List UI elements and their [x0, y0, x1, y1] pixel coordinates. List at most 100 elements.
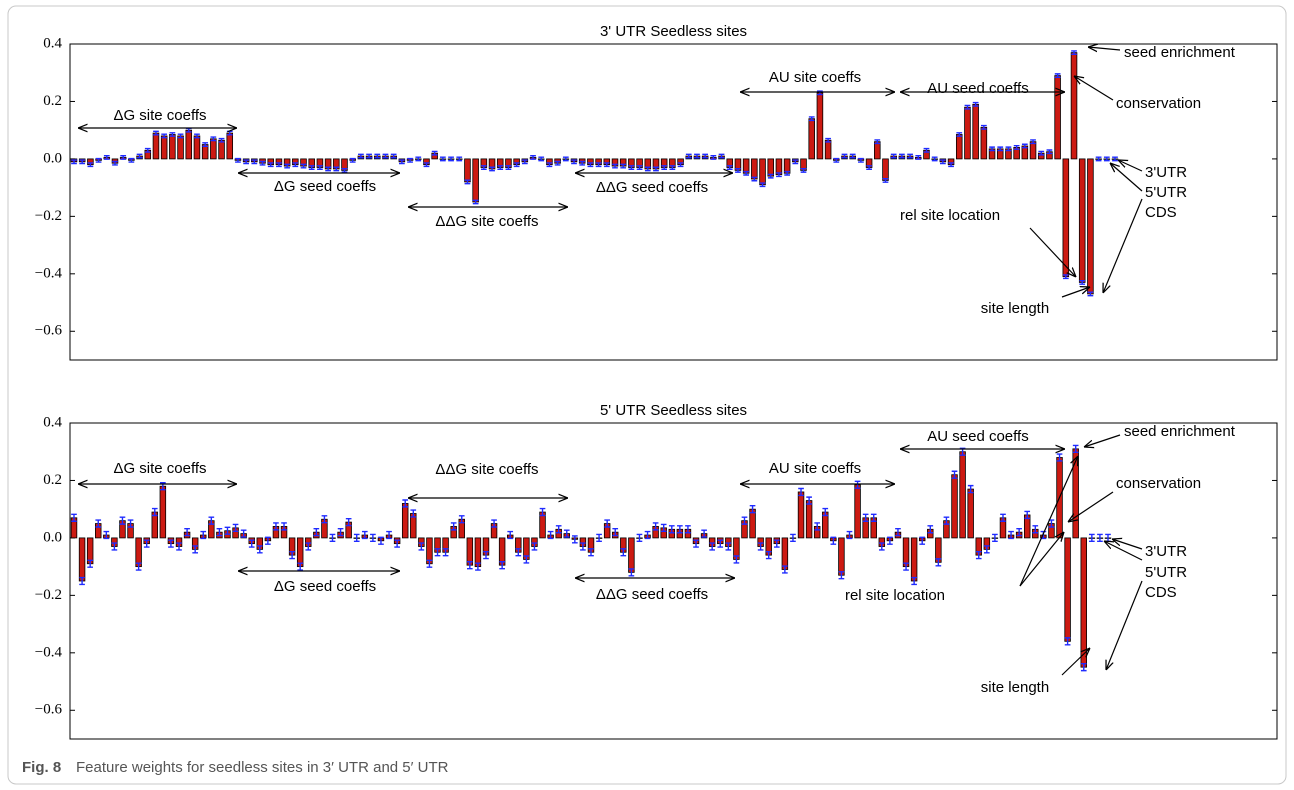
- bar: [951, 474, 958, 539]
- error-bar: [434, 548, 441, 557]
- error-bar: [1024, 510, 1031, 520]
- error-bar: [345, 517, 352, 527]
- error-bar: [251, 159, 258, 165]
- error-bar: [1071, 50, 1077, 56]
- error-bar: [841, 153, 848, 159]
- error-bar: [128, 157, 135, 163]
- error-bar: [980, 124, 987, 130]
- y-tick-label: 0.4: [43, 35, 62, 51]
- error-bar: [353, 533, 360, 543]
- annotation: AU site coeffs: [769, 69, 861, 86]
- bar: [160, 135, 168, 160]
- error-bar: [1095, 156, 1102, 162]
- error-bar: [415, 156, 422, 162]
- error-bar: [741, 516, 748, 525]
- error-bar: [1005, 146, 1012, 152]
- error-bar: [507, 530, 514, 540]
- error-bar: [216, 528, 223, 537]
- error-bar: [450, 522, 457, 531]
- bar: [805, 500, 813, 539]
- error-bar: [111, 542, 118, 551]
- error-bar: [903, 562, 909, 571]
- error-bar: [1103, 156, 1110, 162]
- error-bar: [967, 484, 974, 494]
- bar: [474, 537, 482, 568]
- annotation: 5'UTR: [1145, 564, 1187, 581]
- error-bar: [248, 539, 255, 548]
- bar: [816, 92, 824, 160]
- error-bar: [878, 542, 885, 551]
- error-bar: [849, 153, 856, 159]
- error-bar: [103, 530, 110, 540]
- error-bar: [718, 153, 725, 159]
- error-bar: [439, 156, 446, 162]
- bar: [797, 491, 805, 539]
- annotation: ΔG seed coeffs: [274, 178, 376, 195]
- error-bar: [765, 550, 772, 560]
- y-tick-label: −0.4: [35, 265, 63, 281]
- annotation: 3'UTR: [1145, 164, 1187, 181]
- error-bar: [1046, 149, 1053, 155]
- annotation-arrow: [1118, 160, 1143, 172]
- error-bar: [685, 525, 691, 534]
- error-bar: [1016, 528, 1022, 537]
- error-bar: [773, 539, 780, 548]
- annotation: ΔG seed coeffs: [274, 578, 376, 595]
- annotation: AU seed coeffs: [927, 428, 1028, 445]
- annotation: rel site location: [845, 587, 945, 604]
- bar: [902, 537, 910, 568]
- error-bar: [79, 159, 86, 165]
- annotation: seed enrichment: [1124, 423, 1236, 440]
- error-bar: [935, 558, 942, 567]
- error-bar: [1030, 139, 1036, 145]
- annotation: AU seed coeffs: [927, 80, 1028, 97]
- bar: [759, 158, 766, 186]
- error-bar: [119, 516, 126, 525]
- error-bar: [210, 136, 217, 142]
- chart-title: 5' UTR Seedless sites: [600, 402, 747, 419]
- error-bar: [943, 516, 950, 525]
- error-bar: [555, 525, 562, 534]
- error-bar: [830, 536, 837, 545]
- error-bar: [919, 536, 926, 545]
- error-bar: [899, 153, 905, 159]
- error-bar: [243, 159, 250, 165]
- annotation: rel site location: [900, 207, 1000, 224]
- error-bar: [951, 470, 958, 479]
- error-bar: [431, 150, 438, 156]
- error-bar: [95, 519, 102, 528]
- error-bar: [563, 529, 570, 538]
- error-bar: [370, 533, 376, 543]
- error-bar: [505, 165, 512, 170]
- bar: [767, 158, 775, 177]
- error-bar: [87, 162, 94, 168]
- error-bar: [1013, 144, 1020, 150]
- error-bar: [177, 133, 184, 139]
- error-bar: [103, 155, 110, 160]
- bar: [1078, 158, 1086, 283]
- y-tick-label: −0.4: [35, 644, 63, 660]
- error-bar: [751, 176, 758, 182]
- error-bar: [838, 571, 845, 580]
- error-bar: [475, 562, 481, 571]
- error-bar: [806, 496, 812, 505]
- error-bar: [456, 156, 463, 162]
- annotation: 5'UTR: [1145, 184, 1187, 201]
- bar: [972, 103, 979, 160]
- error-bar: [833, 157, 840, 163]
- bar: [967, 488, 974, 539]
- error-bar: [790, 533, 796, 543]
- error-bar: [95, 157, 102, 163]
- error-bar: [890, 153, 897, 159]
- bar: [749, 508, 756, 539]
- bar: [628, 537, 635, 573]
- error-bar: [71, 159, 77, 165]
- error-bar: [1072, 444, 1079, 454]
- error-bar: [538, 156, 545, 162]
- error-bar: [284, 163, 290, 169]
- error-bar: [948, 162, 954, 168]
- error-bar: [580, 542, 586, 551]
- error-bar: [448, 156, 454, 162]
- error-bar: [305, 542, 312, 551]
- annotation: ΔΔG seed coeffs: [596, 179, 708, 196]
